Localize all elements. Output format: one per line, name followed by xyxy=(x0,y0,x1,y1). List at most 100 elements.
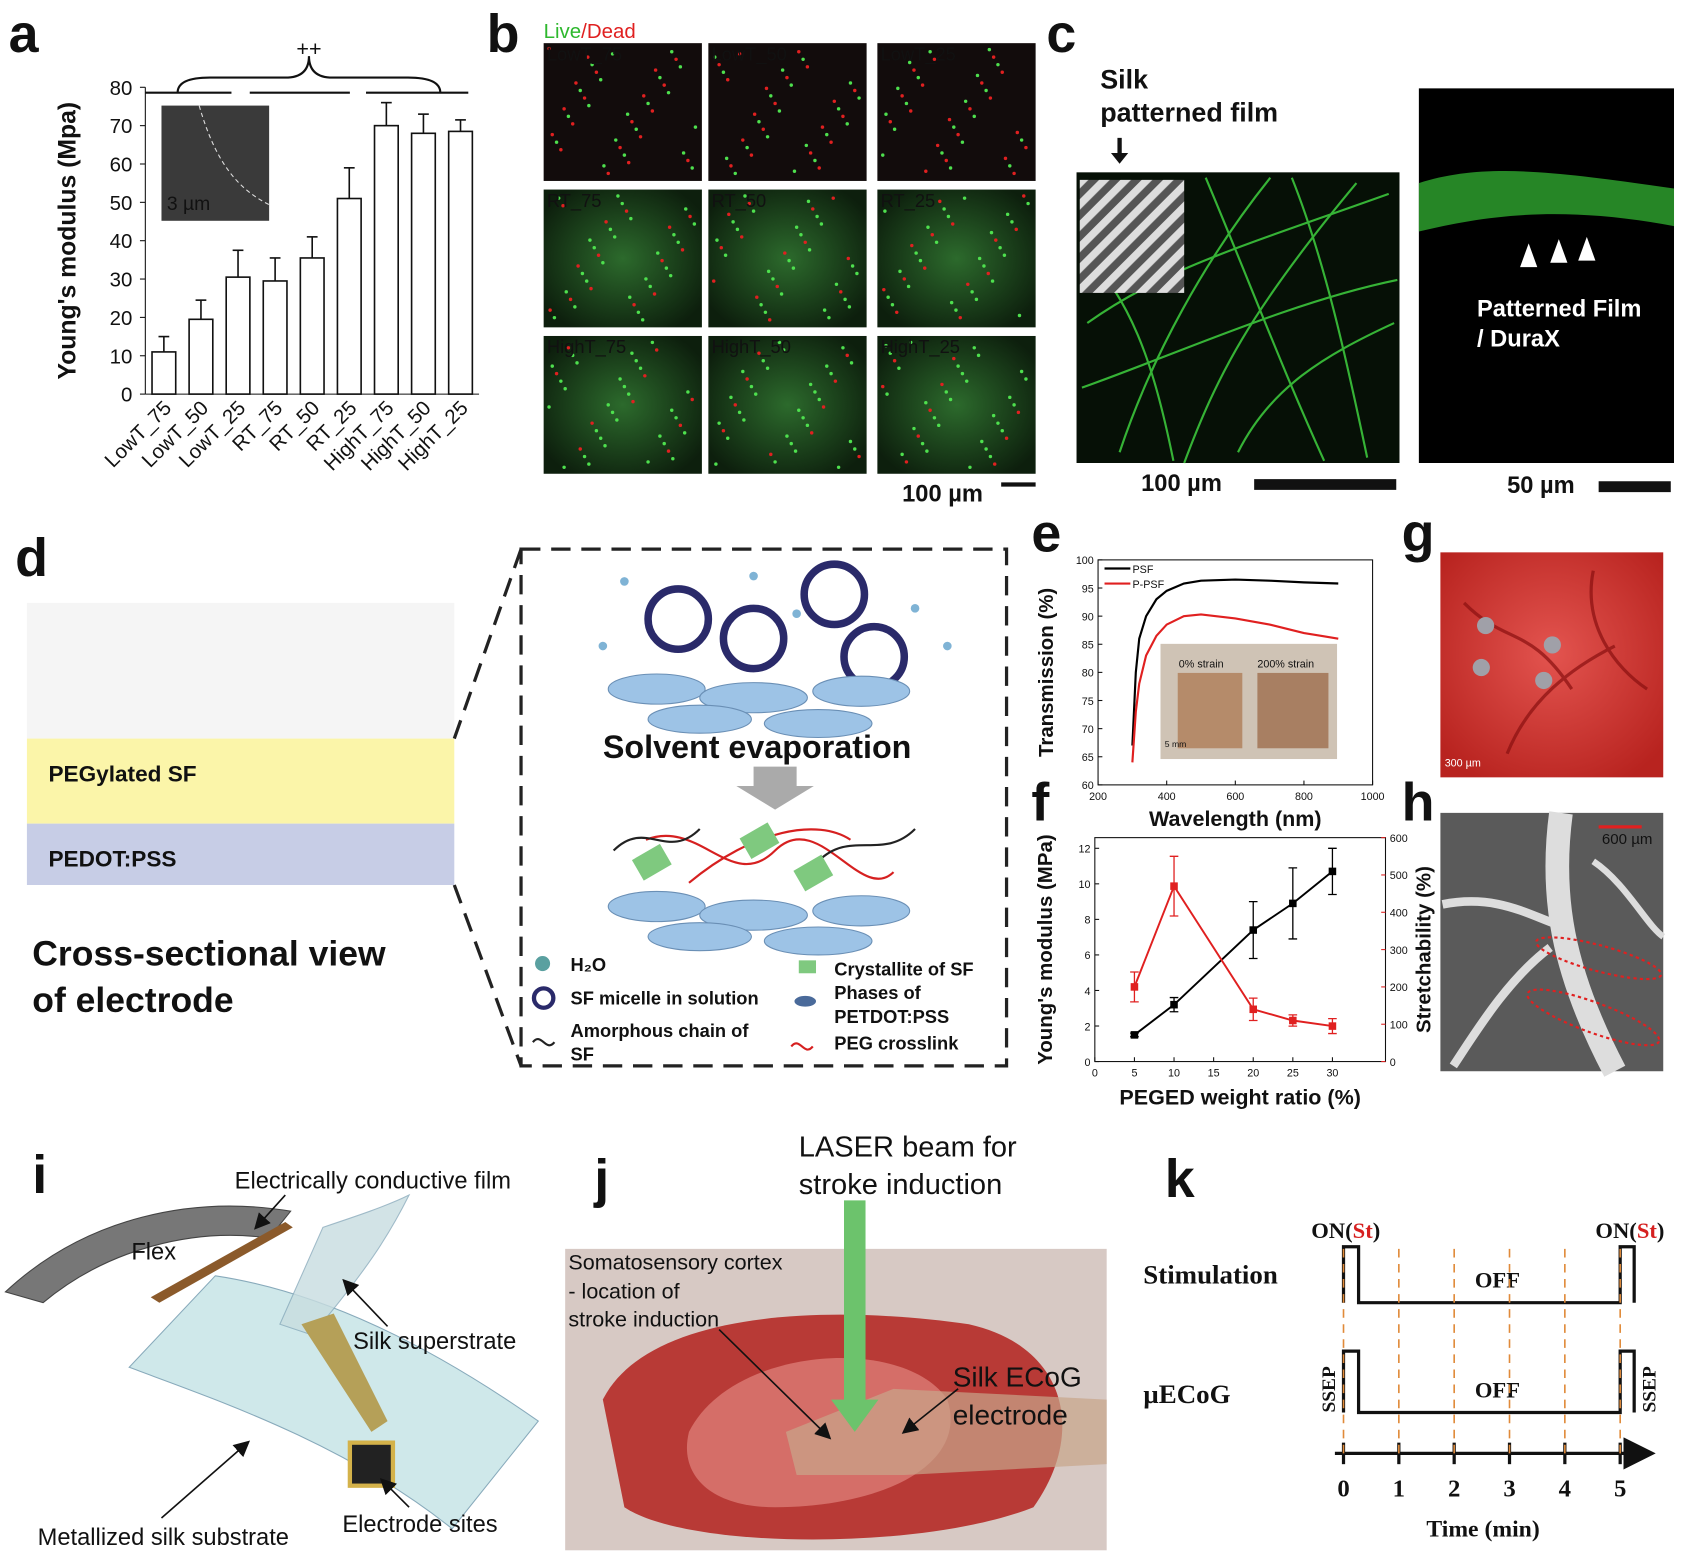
panel-letter: h xyxy=(1402,772,1435,832)
layer-label: PEGylated SF xyxy=(48,762,196,787)
cell xyxy=(761,127,765,131)
y2-tick-label: 400 xyxy=(1390,908,1408,920)
cell xyxy=(832,99,837,104)
x-tick-label: 400 xyxy=(1158,791,1176,803)
cell xyxy=(666,90,671,95)
cell xyxy=(1012,171,1016,176)
legend-label: PSF xyxy=(1133,564,1154,576)
cell xyxy=(974,297,979,302)
cell xyxy=(566,346,571,350)
x-tick-label: 15 xyxy=(1208,1068,1220,1080)
cell xyxy=(853,447,857,451)
cell xyxy=(644,277,648,281)
cell xyxy=(658,434,662,438)
label: Flex xyxy=(131,1240,176,1266)
x-tick-label: 600 xyxy=(1226,791,1244,803)
cell xyxy=(785,434,789,438)
label: - location of xyxy=(568,1279,680,1303)
image-label: LowT_50 xyxy=(712,43,787,65)
cell xyxy=(944,158,948,163)
cell xyxy=(582,454,587,459)
cell xyxy=(653,68,658,72)
cell xyxy=(996,62,1000,67)
cell xyxy=(968,107,972,111)
bar xyxy=(410,132,437,395)
cell xyxy=(888,351,893,355)
cell xyxy=(656,251,660,255)
cell xyxy=(763,310,768,315)
legend-icon xyxy=(790,1042,814,1051)
cell xyxy=(805,423,810,428)
cell xyxy=(883,209,887,213)
cell xyxy=(671,456,675,461)
y-tick-label: 90 xyxy=(1082,611,1094,623)
image-label: LowT_75 xyxy=(547,43,622,65)
cell xyxy=(652,292,657,296)
label: Silk xyxy=(1100,64,1148,94)
cell xyxy=(801,57,805,62)
cell xyxy=(775,284,779,289)
cell xyxy=(848,439,853,444)
bar xyxy=(336,197,362,395)
amorphous-chains xyxy=(612,828,916,863)
cell xyxy=(799,233,803,237)
cell xyxy=(849,361,854,365)
y-tick-label: 75 xyxy=(1082,696,1094,708)
superstrate xyxy=(279,1193,411,1336)
cell xyxy=(570,122,575,126)
cell xyxy=(714,462,718,466)
point xyxy=(1249,1005,1257,1014)
cell xyxy=(817,397,821,402)
plot-frame xyxy=(1094,837,1387,1063)
cell xyxy=(650,109,655,113)
cell xyxy=(630,351,634,355)
cell xyxy=(848,81,853,85)
image-label: RT_25 xyxy=(881,190,936,212)
laser-arrow xyxy=(831,1200,879,1432)
y-tick-label: 12 xyxy=(1079,844,1091,856)
cell xyxy=(769,452,773,457)
cell xyxy=(712,279,716,283)
cell xyxy=(713,55,717,59)
cell xyxy=(825,364,829,368)
label: Electrically conductive film xyxy=(235,1169,511,1195)
panel-letter: e xyxy=(1031,503,1061,563)
legend-label: Phases of xyxy=(834,982,921,1003)
cell xyxy=(745,377,749,381)
inset-label: 0% strain xyxy=(1179,659,1224,671)
cell xyxy=(552,315,557,320)
cell xyxy=(846,256,851,261)
point xyxy=(1328,867,1337,876)
point xyxy=(1170,882,1178,890)
micrograph xyxy=(543,335,702,474)
cell xyxy=(804,143,809,148)
y2-axis-label: Stretchability (%) xyxy=(1413,866,1436,1033)
cell xyxy=(991,55,996,59)
point xyxy=(1249,926,1257,934)
cell xyxy=(674,57,678,62)
sample xyxy=(1257,672,1329,749)
cell xyxy=(608,227,613,232)
legend-label: SF xyxy=(571,1043,594,1064)
image-label: LowT_25 xyxy=(881,43,956,65)
cell xyxy=(977,256,982,261)
cell xyxy=(603,444,607,448)
legend-icon xyxy=(532,1038,556,1047)
cell xyxy=(759,303,763,307)
cell xyxy=(574,81,578,85)
x-tick-label: 800 xyxy=(1295,791,1313,803)
cell xyxy=(956,364,960,368)
line xyxy=(1133,870,1334,1036)
x-axis-label: Wavelength (nm) xyxy=(1149,807,1322,831)
cell xyxy=(589,286,593,291)
cell xyxy=(789,441,793,446)
cell xyxy=(948,397,953,402)
cell xyxy=(896,86,900,91)
cell xyxy=(726,78,730,82)
cell xyxy=(666,449,671,453)
cell xyxy=(935,143,940,148)
y2-tick-label: 300 xyxy=(1390,945,1408,957)
cell xyxy=(932,416,937,420)
label: stroke induction xyxy=(568,1307,719,1331)
cell xyxy=(684,207,688,211)
